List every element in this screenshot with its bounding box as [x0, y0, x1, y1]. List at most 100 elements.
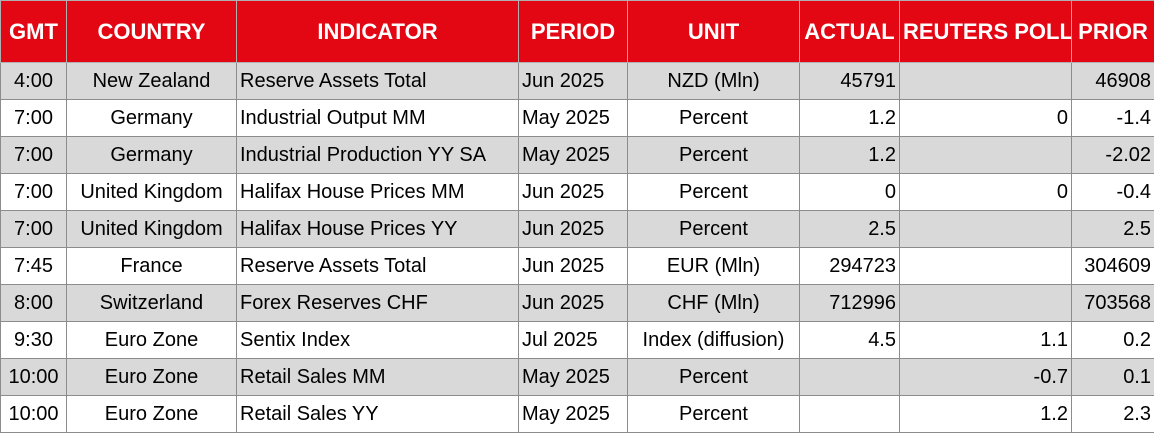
indicator-cell: Forex Reserves CHF: [237, 285, 519, 322]
column-header-period: PERIOD: [519, 1, 628, 63]
table-row: 8:00 Switzerland Forex Reserves CHF Jun …: [1, 285, 1154, 322]
prior-cell: 304609: [1072, 248, 1154, 285]
actual-cell: 4.5: [800, 322, 900, 359]
country-cell: Euro Zone: [67, 322, 237, 359]
gmt-cell: 7:00: [1, 174, 67, 211]
table-row: 7:00 Germany Industrial Production YY SA…: [1, 137, 1154, 174]
period-cell: Jun 2025: [519, 174, 628, 211]
indicator-cell: Retail Sales YY: [237, 396, 519, 433]
prior-cell: 46908: [1072, 63, 1154, 100]
gmt-cell: 10:00: [1, 359, 67, 396]
table-row: 7:00 United Kingdom Halifax House Prices…: [1, 174, 1154, 211]
poll-cell: [900, 63, 1072, 100]
indicator-cell: Industrial Production YY SA: [237, 137, 519, 174]
poll-cell: -0.7: [900, 359, 1072, 396]
gmt-cell: 7:00: [1, 211, 67, 248]
unit-cell: CHF (Mln): [628, 285, 800, 322]
actual-cell: 294723: [800, 248, 900, 285]
prior-cell: -0.4: [1072, 174, 1154, 211]
gmt-cell: 7:00: [1, 137, 67, 174]
column-header-gmt: GMT: [1, 1, 67, 63]
prior-cell: 0.2: [1072, 322, 1154, 359]
period-cell: Jun 2025: [519, 248, 628, 285]
prior-cell: 703568: [1072, 285, 1154, 322]
unit-cell: Percent: [628, 396, 800, 433]
country-cell: Switzerland: [67, 285, 237, 322]
indicator-cell: Reserve Assets Total: [237, 63, 519, 100]
poll-cell: [900, 248, 1072, 285]
country-cell: United Kingdom: [67, 174, 237, 211]
period-cell: Jun 2025: [519, 211, 628, 248]
prior-cell: 0.1: [1072, 359, 1154, 396]
poll-cell: 1.1: [900, 322, 1072, 359]
column-header-actual: ACTUAL: [800, 1, 900, 63]
prior-cell: -1.4: [1072, 100, 1154, 137]
gmt-cell: 10:00: [1, 396, 67, 433]
poll-cell: 0: [900, 100, 1072, 137]
actual-cell: 0: [800, 174, 900, 211]
table-row: 7:45 France Reserve Assets Total Jun 202…: [1, 248, 1154, 285]
unit-cell: Percent: [628, 174, 800, 211]
country-cell: Euro Zone: [67, 359, 237, 396]
actual-cell: 712996: [800, 285, 900, 322]
gmt-cell: 9:30: [1, 322, 67, 359]
column-header-unit: UNIT: [628, 1, 800, 63]
column-header-indicator: INDICATOR: [237, 1, 519, 63]
period-cell: May 2025: [519, 100, 628, 137]
column-header-country: COUNTRY: [67, 1, 237, 63]
column-header-reuters-poll: REUTERS POLL: [900, 1, 1072, 63]
poll-cell: [900, 285, 1072, 322]
table-row: 10:00 Euro Zone Retail Sales YY May 2025…: [1, 396, 1154, 433]
country-cell: France: [67, 248, 237, 285]
indicator-cell: Retail Sales MM: [237, 359, 519, 396]
gmt-cell: 4:00: [1, 63, 67, 100]
poll-cell: [900, 211, 1072, 248]
poll-cell: [900, 137, 1072, 174]
prior-cell: 2.5: [1072, 211, 1154, 248]
indicator-cell: Halifax House Prices MM: [237, 174, 519, 211]
unit-cell: Percent: [628, 211, 800, 248]
header-row: GMT COUNTRY INDICATOR PERIOD UNIT ACTUAL…: [1, 1, 1154, 63]
table-row: 10:00 Euro Zone Retail Sales MM May 2025…: [1, 359, 1154, 396]
unit-cell: Index (diffusion): [628, 322, 800, 359]
period-cell: Jun 2025: [519, 285, 628, 322]
period-cell: May 2025: [519, 359, 628, 396]
actual-cell: 1.2: [800, 100, 900, 137]
table-row: 4:00 New Zealand Reserve Assets Total Ju…: [1, 63, 1154, 100]
country-cell: New Zealand: [67, 63, 237, 100]
actual-cell: [800, 396, 900, 433]
indicator-cell: Reserve Assets Total: [237, 248, 519, 285]
country-cell: Germany: [67, 100, 237, 137]
gmt-cell: 8:00: [1, 285, 67, 322]
country-cell: United Kingdom: [67, 211, 237, 248]
country-cell: Euro Zone: [67, 396, 237, 433]
period-cell: Jun 2025: [519, 63, 628, 100]
indicator-cell: Halifax House Prices YY: [237, 211, 519, 248]
prior-cell: 2.3: [1072, 396, 1154, 433]
table-row: 7:00 Germany Industrial Output MM May 20…: [1, 100, 1154, 137]
poll-cell: 0: [900, 174, 1072, 211]
gmt-cell: 7:45: [1, 248, 67, 285]
period-cell: May 2025: [519, 396, 628, 433]
unit-cell: NZD (Mln): [628, 63, 800, 100]
actual-cell: 45791: [800, 63, 900, 100]
unit-cell: Percent: [628, 100, 800, 137]
period-cell: May 2025: [519, 137, 628, 174]
indicator-cell: Sentix Index: [237, 322, 519, 359]
poll-cell: 1.2: [900, 396, 1072, 433]
table-row: 7:00 United Kingdom Halifax House Prices…: [1, 211, 1154, 248]
period-cell: Jul 2025: [519, 322, 628, 359]
actual-cell: [800, 359, 900, 396]
column-header-prior: PRIOR: [1072, 1, 1154, 63]
prior-cell: -2.02: [1072, 137, 1154, 174]
unit-cell: Percent: [628, 137, 800, 174]
unit-cell: Percent: [628, 359, 800, 396]
gmt-cell: 7:00: [1, 100, 67, 137]
country-cell: Germany: [67, 137, 237, 174]
actual-cell: 2.5: [800, 211, 900, 248]
unit-cell: EUR (Mln): [628, 248, 800, 285]
table-row: 9:30 Euro Zone Sentix Index Jul 2025 Ind…: [1, 322, 1154, 359]
actual-cell: 1.2: [800, 137, 900, 174]
indicator-cell: Industrial Output MM: [237, 100, 519, 137]
